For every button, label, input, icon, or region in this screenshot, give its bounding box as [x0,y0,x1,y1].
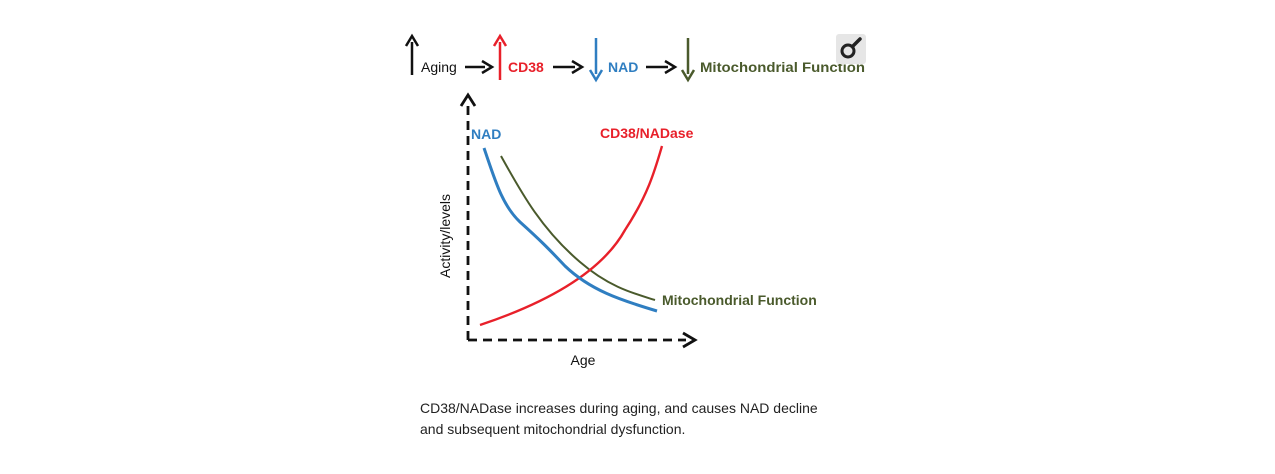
caption-line-2: and subsequent mitochondrial dysfunction… [420,421,686,437]
series-line-mitochondrial-function [500,155,656,301]
y-axis-label: Activity/levels [437,194,453,278]
flow-arrow-3-icon [646,59,678,75]
aging-up-arrowhead-icon [404,33,420,47]
flow-diagram: Aging CD38 NAD Mitoc [404,33,866,83]
magnifier-icon[interactable] [836,34,866,64]
series-label-nad: NAD [471,126,501,142]
flow-arrow-2-icon [553,59,585,75]
series-line-cd38-nadase [479,145,664,327]
series-label-mitochondrial-function: Mitochondrial Function [662,292,817,308]
flow-step-cd38: CD38 [492,33,544,80]
figure-caption: CD38/NADase increases during aging, and … [420,398,880,440]
flow-label-nad: NAD [608,59,638,75]
flow-arrow-1-icon [465,59,495,75]
flow-label-cd38: CD38 [508,59,544,75]
flow-step-aging: Aging [404,33,457,75]
chart: Age Activity/levels NAD CD38/NADase Mito… [437,92,817,368]
caption-line-1: CD38/NADase increases during aging, and … [420,400,818,416]
nad-down-arrowhead-icon [588,69,604,83]
cd38-up-arrowhead-icon [492,33,508,47]
series-line-nad [482,147,658,313]
y-axis-arrow-icon [459,92,477,107]
flow-label-aging: Aging [421,59,457,75]
x-axis-label: Age [571,352,596,368]
x-axis-arrow-icon [682,331,698,349]
flow-step-mitochondrial-function: Mitochondrial Function [680,38,865,83]
series-label-cd38-nadase: CD38/NADase [600,125,694,141]
mito-down-arrowhead-icon [680,69,696,83]
flow-label-mitochondrial-function: Mitochondrial Function [700,59,865,75]
flow-step-nad: NAD [588,38,638,83]
